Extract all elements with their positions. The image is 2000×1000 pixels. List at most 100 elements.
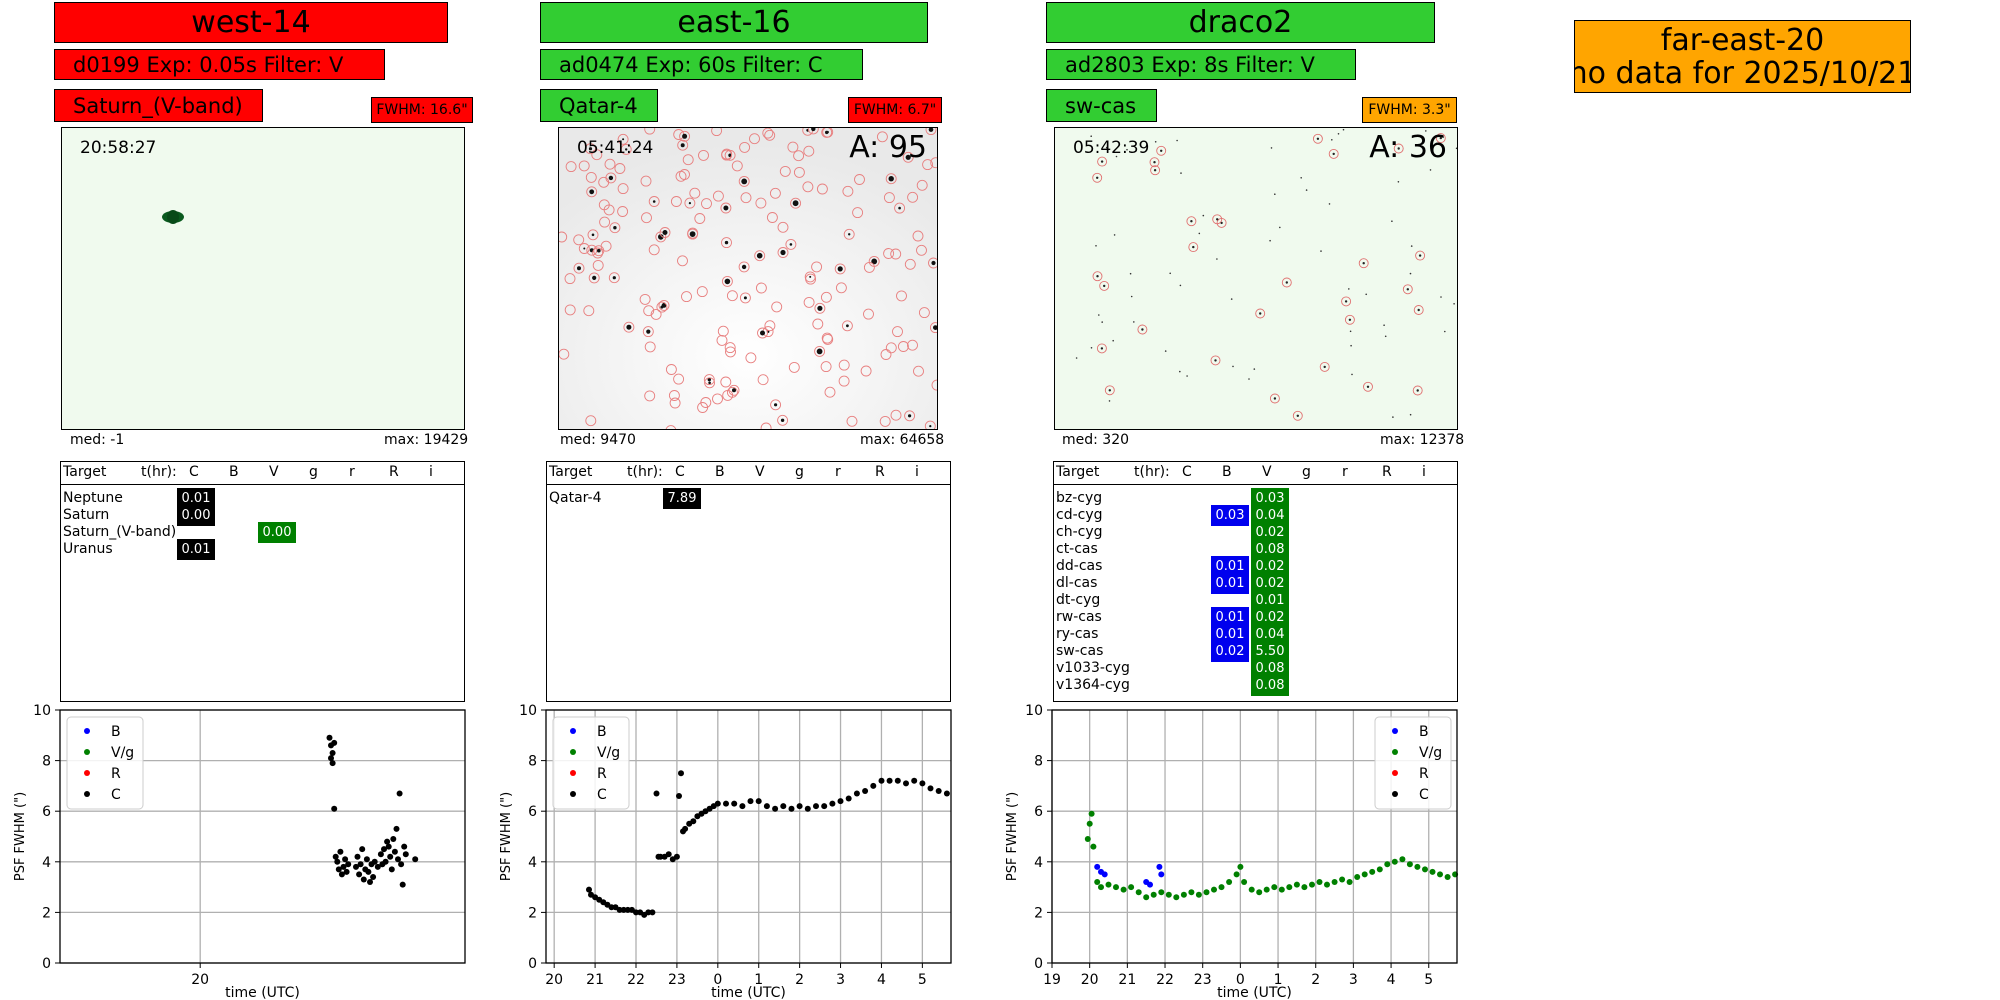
data-point <box>927 785 934 792</box>
target-name: sw-cas <box>1056 643 1104 659</box>
table-header-cell: Target <box>1056 464 1100 480</box>
y-tick-label: 0 <box>42 956 51 972</box>
table-header-cell: t(hr): <box>141 464 177 480</box>
x-tick-label: 21 <box>586 972 604 988</box>
saturn-blob <box>162 210 184 224</box>
series-C <box>326 734 419 888</box>
table-header-cell: R <box>389 464 399 480</box>
x-tick-label: 4 <box>877 972 886 988</box>
legend-marker <box>570 791 576 797</box>
data-point <box>398 861 405 868</box>
table-row: ry-cas 0.01 0.04 <box>1054 624 1457 645</box>
legend-marker <box>1392 728 1398 734</box>
sky-image: 05:42:39 A: 36 <box>1054 127 1458 430</box>
legend-entry: R <box>111 766 121 782</box>
table-header-cell: g <box>309 464 318 480</box>
data-point <box>1339 876 1346 883</box>
x-axis-label: time (UTC) <box>1217 985 1292 1000</box>
data-point <box>328 755 334 762</box>
data-point <box>911 777 918 784</box>
target-label: sw-cas <box>1046 89 1157 122</box>
data-point <box>1128 884 1135 891</box>
legend-marker <box>570 770 576 776</box>
data-point <box>676 793 682 799</box>
data-point <box>821 803 828 810</box>
table-row: v1033-cyg 0.08 <box>1054 658 1457 679</box>
table-header-cell: B <box>1222 464 1232 480</box>
table-header-cell: C <box>675 464 685 480</box>
legend-entry: C <box>111 787 121 803</box>
data-point <box>1094 879 1101 885</box>
y-axis-label: PSF FWHM (") <box>1005 792 1020 881</box>
image-max: max: 12378 <box>1380 432 1465 448</box>
sky-image: 20:58:27 <box>61 127 465 430</box>
time-cell-V: 5.50 <box>1251 641 1289 662</box>
data-point <box>1399 856 1406 863</box>
data-point <box>620 906 627 913</box>
table-row: ct-cas 0.08 <box>1054 539 1457 560</box>
data-point <box>1143 894 1150 901</box>
data-point <box>903 780 909 787</box>
data-point <box>337 848 344 855</box>
time-cell-V: 0.00 <box>258 522 296 543</box>
data-point <box>1324 881 1330 888</box>
y-tick-label: 0 <box>528 956 537 972</box>
data-point <box>1278 886 1285 893</box>
data-point <box>387 853 394 860</box>
y-tick-label: 6 <box>528 804 537 820</box>
table-header-cell: r <box>835 464 841 480</box>
data-point <box>645 909 652 916</box>
table-row: dl-cas 0.01 0.02 <box>1054 573 1457 594</box>
target-name: Uranus <box>63 541 113 557</box>
time-cell-B: 0.02 <box>1211 641 1249 662</box>
data-point <box>335 866 342 873</box>
data-point <box>377 851 384 858</box>
x-tick-label: 3 <box>836 972 845 988</box>
x-tick-label: 1 <box>1274 972 1283 988</box>
x-tick-label: 1 <box>754 972 763 988</box>
series-C <box>586 770 950 918</box>
image-timestamp: 05:42:39 <box>1073 138 1150 158</box>
legend-marker <box>84 728 90 734</box>
series-B <box>1094 863 1165 888</box>
table-header-cell: g <box>1302 464 1311 480</box>
legend-marker <box>84 770 90 776</box>
target-name: ry-cas <box>1056 626 1099 642</box>
fwhm-badge: FWHM: 16.6" <box>371 97 473 123</box>
data-point <box>1156 863 1163 870</box>
data-point <box>723 800 729 807</box>
target-name: Saturn_(V-band) <box>63 524 177 540</box>
data-point <box>653 790 660 797</box>
target-label: Qatar-4 <box>540 89 658 122</box>
table-row: cd-cyg 0.03 0.04 <box>1054 505 1457 526</box>
far-east-message: no data for 2025/10/21 <box>1574 55 1911 91</box>
sky-image: 05:41:24 A: 95 <box>558 127 938 430</box>
data-point <box>657 853 664 860</box>
legend-marker <box>570 749 576 755</box>
data-point <box>384 838 391 845</box>
data-point <box>788 805 795 812</box>
data-point <box>673 853 680 860</box>
x-tick-label: 0 <box>713 972 722 988</box>
data-point <box>1218 884 1225 891</box>
legend: B V/g RC <box>1374 716 1452 810</box>
target-label: Saturn_(V-band) <box>54 89 263 122</box>
legend-entry: V/g <box>597 745 620 761</box>
data-point <box>331 739 338 746</box>
star-field <box>1075 128 1457 421</box>
time-cell-B: 0.01 <box>1211 573 1249 594</box>
table-row: sw-cas 0.02 5.50 <box>1054 641 1457 662</box>
data-point <box>1203 889 1210 896</box>
data-point <box>1391 858 1398 865</box>
image-max: max: 64658 <box>860 432 945 448</box>
exposure-info: ad2803 Exp: 8s Filter: V <box>1046 49 1356 80</box>
data-point <box>1369 868 1376 875</box>
target-name: Neptune <box>63 490 123 506</box>
data-point <box>894 777 901 784</box>
legend-marker <box>84 749 90 755</box>
data-point <box>780 803 787 810</box>
data-point <box>385 843 392 850</box>
data-point <box>374 863 381 870</box>
